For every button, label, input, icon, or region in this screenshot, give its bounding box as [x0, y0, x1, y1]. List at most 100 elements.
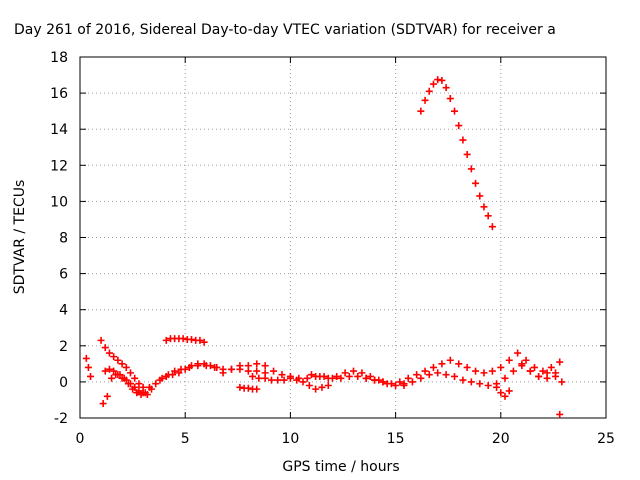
y-tick-label: 2	[59, 339, 68, 355]
data-point	[188, 335, 196, 343]
data-point	[345, 372, 353, 380]
data-point	[488, 367, 496, 375]
data-point	[97, 336, 105, 344]
data-point	[188, 362, 196, 370]
data-point	[552, 372, 560, 380]
data-point	[497, 363, 505, 371]
data-point	[362, 374, 370, 382]
data-point	[518, 360, 526, 368]
data-point	[114, 356, 122, 364]
data-point	[358, 369, 366, 377]
data-point	[99, 400, 107, 408]
data-point	[459, 136, 467, 144]
data-point	[421, 367, 429, 375]
data-point	[455, 360, 463, 368]
data-point	[200, 338, 208, 346]
data-point	[324, 374, 332, 382]
x-axis-title: GPS time / hours	[282, 459, 399, 475]
data-point	[244, 384, 252, 392]
data-point	[131, 383, 139, 391]
data-point	[543, 369, 551, 377]
data-point	[429, 363, 437, 371]
data-point	[396, 378, 404, 386]
data-point	[303, 374, 311, 382]
data-point	[213, 363, 221, 371]
data-point	[152, 380, 160, 388]
data-point	[181, 365, 189, 373]
data-point	[442, 371, 450, 379]
data-point	[455, 122, 463, 130]
data-point	[438, 360, 446, 368]
data-point	[105, 365, 113, 373]
data-point	[82, 354, 90, 362]
data-point	[253, 360, 261, 368]
data-point	[126, 380, 134, 388]
data-point	[105, 349, 113, 357]
data-point	[425, 87, 433, 95]
data-point	[122, 376, 130, 384]
data-point	[103, 392, 111, 400]
data-point	[493, 383, 501, 391]
data-point	[286, 374, 294, 382]
data-point	[404, 374, 412, 382]
data-point	[249, 372, 257, 380]
data-point	[118, 360, 126, 368]
data-point	[318, 383, 326, 391]
data-point	[480, 203, 488, 211]
x-tick-label: 20	[492, 431, 510, 447]
data-point	[162, 336, 170, 344]
data-point	[425, 371, 433, 379]
data-point	[280, 376, 288, 384]
data-point	[446, 356, 454, 364]
data-point	[463, 363, 471, 371]
data-point	[514, 349, 522, 357]
data-point	[122, 363, 130, 371]
data-point	[87, 372, 95, 380]
data-point	[451, 372, 459, 380]
data-point	[267, 376, 275, 384]
y-tick-label: 6	[59, 267, 68, 283]
data-point	[101, 367, 109, 375]
data-point	[350, 367, 358, 375]
data-point	[316, 372, 324, 380]
y-axis-title: SDTVAR / TECUs	[12, 180, 28, 295]
data-point	[530, 363, 538, 371]
data-point	[131, 374, 139, 382]
data-point	[312, 385, 320, 393]
x-tick-label: 25	[597, 431, 615, 447]
data-point	[148, 385, 156, 393]
y-tick-label: 12	[50, 158, 68, 174]
data-point	[110, 353, 118, 361]
data-point	[236, 383, 244, 391]
data-point	[179, 335, 187, 343]
data-point	[293, 376, 301, 384]
data-point	[472, 367, 480, 375]
data-point	[558, 378, 566, 386]
data-point	[236, 362, 244, 370]
data-point	[467, 378, 475, 386]
data-point	[135, 380, 143, 388]
data-point	[497, 389, 505, 397]
axis-ticks: 0 5 10 15 20 25 -2 0 2 4 6 8 10 12 14 16 18	[50, 50, 615, 447]
data-point	[219, 369, 227, 377]
data-point	[556, 410, 564, 418]
data-point	[261, 374, 269, 382]
data-point	[467, 165, 475, 173]
data-point	[101, 344, 109, 352]
data-point	[484, 382, 492, 390]
data-point	[392, 382, 400, 390]
data-point	[472, 179, 480, 187]
x-tick-label: 5	[181, 431, 190, 447]
data-point	[535, 372, 543, 380]
data-point	[488, 223, 496, 231]
data-point	[408, 378, 416, 386]
x-tick-label: 15	[387, 431, 405, 447]
data-point	[484, 212, 492, 220]
data-point	[114, 371, 122, 379]
data-point	[307, 371, 315, 379]
data-point	[156, 376, 164, 384]
data-point	[463, 150, 471, 158]
data-point	[539, 367, 547, 375]
grid	[80, 57, 606, 418]
